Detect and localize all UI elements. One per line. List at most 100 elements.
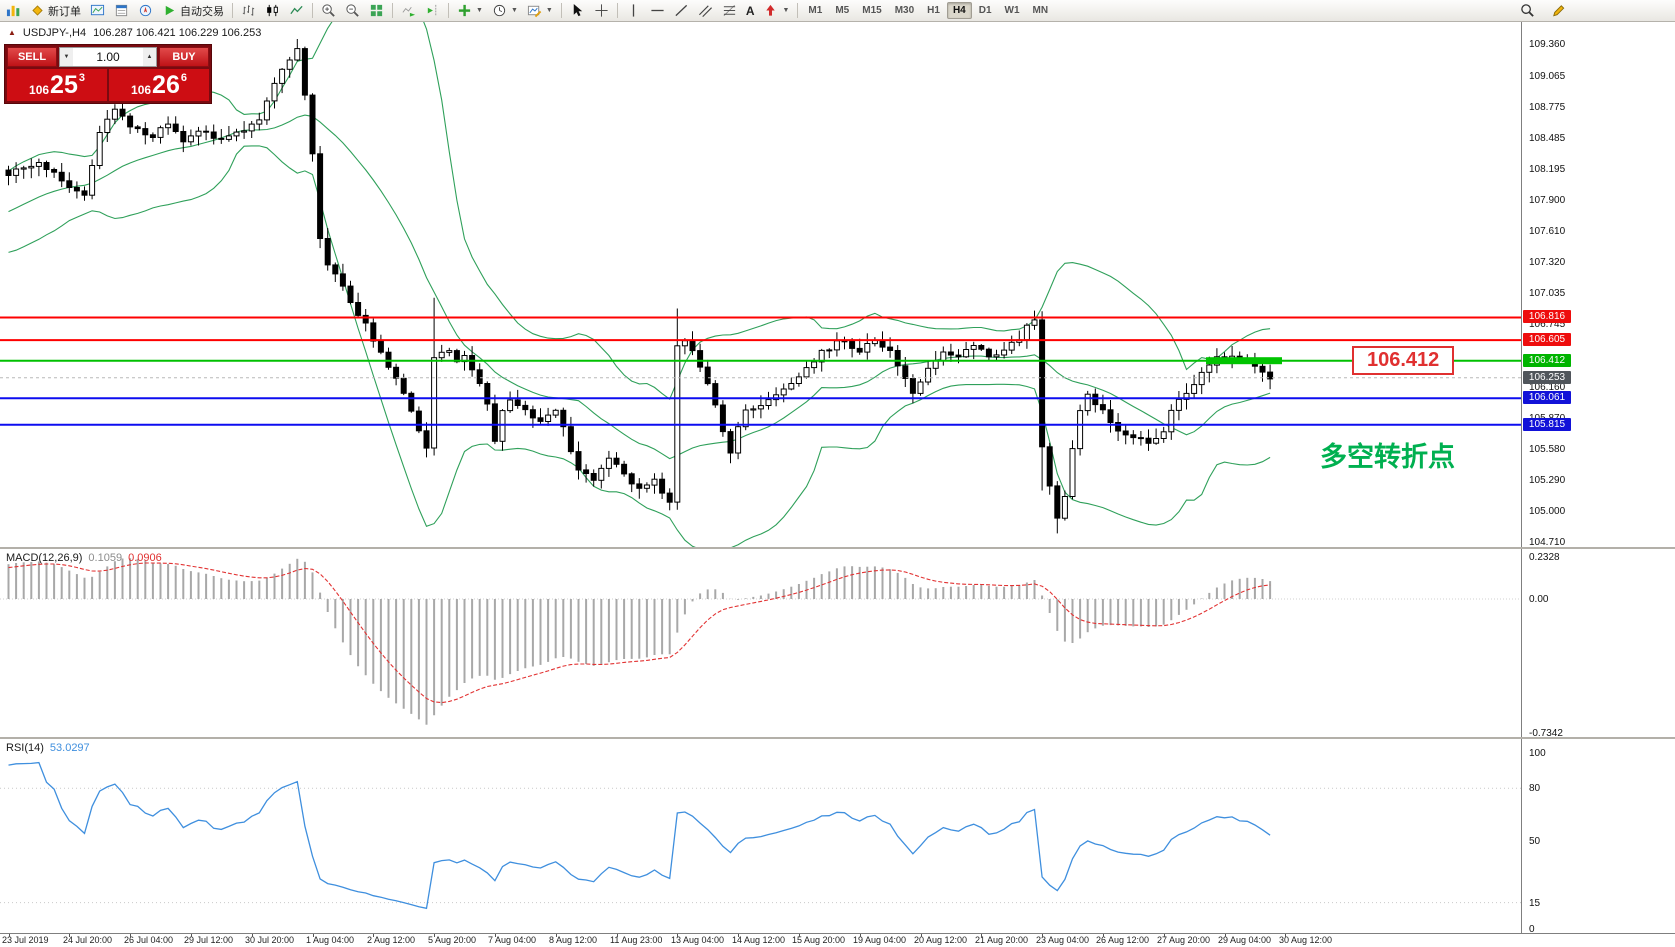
price-tag: 106.412: [1523, 354, 1571, 367]
price-tag: 106.605: [1523, 333, 1571, 346]
axis-scale-label: 80: [1529, 783, 1541, 794]
play-icon: [165, 5, 175, 16]
edit-button[interactable]: [1547, 1, 1570, 20]
axis-scale-label: 105.000: [1529, 506, 1566, 517]
horizontal-line-tool-button[interactable]: [646, 1, 669, 20]
axis-scale-label: 0.2328: [1529, 552, 1560, 563]
channel-tool-button[interactable]: [694, 1, 717, 20]
rsi-canvas[interactable]: [0, 739, 1521, 933]
tf-m1[interactable]: M1: [802, 2, 828, 19]
time-axis-label: 27 Aug 20:00: [1157, 935, 1211, 945]
tf-m15[interactable]: M15: [856, 2, 887, 19]
axis-scale-label: 107.035: [1529, 288, 1566, 299]
chart-shift-button[interactable]: [421, 1, 444, 20]
toolbar-separator: [797, 3, 799, 18]
axis-scale-label: 50: [1529, 836, 1541, 847]
text-tool-button[interactable]: A: [742, 1, 759, 20]
tile-windows-icon: [370, 4, 383, 17]
zoom-in-button[interactable]: [317, 1, 340, 20]
line-chart-button[interactable]: [285, 1, 308, 20]
tf-mn[interactable]: MN: [1027, 2, 1055, 19]
macd-canvas[interactable]: [0, 549, 1521, 737]
axis-scale-label: 108.485: [1529, 133, 1566, 144]
candlestick-chart-button[interactable]: [261, 1, 284, 20]
time-axis-tick: [252, 934, 253, 937]
time-axis-tick: [69, 934, 70, 937]
pencil-icon: [1553, 5, 1565, 17]
app-logo-icon: [2, 0, 25, 21]
price-tag: 106.816: [1523, 310, 1571, 323]
tf-m5[interactable]: M5: [829, 2, 855, 19]
arrows-tool-button[interactable]: ▼: [759, 1, 793, 20]
time-axis-tick: [1285, 934, 1286, 937]
sell-price-display: 106 25 3: [7, 69, 107, 101]
volume-input[interactable]: [73, 48, 143, 66]
time-axis-label: 26 Jul 04:00: [124, 935, 174, 945]
volume-decrease-button[interactable]: ▼: [60, 48, 73, 66]
bar-chart-button[interactable]: [237, 1, 260, 20]
chart-shift-icon: [427, 4, 437, 17]
templates-icon: [527, 5, 542, 18]
time-axis-label: 5 Aug 20:00: [428, 935, 477, 945]
turning-point-text[interactable]: 多空转折点: [1320, 442, 1455, 472]
tf-m30[interactable]: M30: [889, 2, 920, 19]
toolbar-separator: [312, 3, 313, 18]
time-axis-label: 21 Aug 20:00: [975, 935, 1029, 945]
zoom-out-button[interactable]: [341, 1, 364, 20]
sell-button[interactable]: SELL: [7, 47, 57, 67]
time-axis-tick: [1225, 934, 1226, 937]
chart-window-button[interactable]: [86, 1, 109, 20]
buy-button[interactable]: BUY: [159, 47, 209, 67]
chart-symbol: USDJPY-,H4: [22, 27, 87, 39]
candlestick-chart-icon: [267, 4, 278, 17]
fibonacci-tool-button[interactable]: [718, 1, 741, 20]
axis-scale-label: 108.195: [1529, 164, 1566, 175]
trendline-tool-button[interactable]: [670, 1, 693, 20]
data-window-button[interactable]: [110, 1, 133, 20]
axis-scale-label: 100: [1529, 748, 1546, 759]
auto-scroll-button[interactable]: [397, 1, 420, 20]
templates-button[interactable]: ▼: [523, 1, 557, 20]
macd-label: MACD(12,26,9) 0.1059 0.0906: [6, 552, 162, 564]
axis-scale-label: 108.775: [1529, 102, 1566, 113]
time-axis-tick: [738, 934, 739, 937]
price-axis[interactable]: 109.360 109.065 108.775 108.485 108.195 107.9…: [1521, 22, 1675, 935]
tf-d1[interactable]: D1: [973, 2, 998, 19]
axis-scale-label: 15: [1529, 898, 1541, 909]
navigator-button[interactable]: [134, 1, 157, 20]
price-callout[interactable]: 106.412: [1352, 346, 1455, 375]
axis-scale-label: 107.610: [1529, 226, 1566, 237]
vertical-line-tool-button[interactable]: [622, 1, 645, 20]
autotrading-button[interactable]: 自动交易: [158, 1, 228, 20]
chevron-down-icon: ▼: [545, 7, 553, 14]
cursor-button[interactable]: [566, 1, 589, 20]
tf-w1[interactable]: W1: [999, 2, 1026, 19]
toolbar-separator: [232, 3, 233, 18]
main-chart-canvas[interactable]: [0, 22, 1521, 547]
one-click-trading-panel: SELL ▼ ▲ BUY 106 25 3 106 26 6: [4, 44, 212, 104]
fibonacci-icon: [723, 5, 735, 16]
time-axis-label: 23 Aug 04:00: [1036, 935, 1090, 945]
toolbar-separator: [560, 3, 562, 18]
price-tag: 106.061: [1523, 391, 1571, 404]
tf-h1[interactable]: H1: [921, 2, 946, 19]
periods-button[interactable]: ▼: [488, 1, 522, 20]
time-axis-tick: [1042, 934, 1043, 937]
volume-increase-button[interactable]: ▲: [143, 48, 156, 66]
time-axis-tick: [373, 934, 374, 937]
tf-h4[interactable]: H4: [946, 2, 972, 19]
tile-windows-button[interactable]: [365, 1, 388, 20]
panel-separator[interactable]: [0, 737, 1675, 739]
time-axis[interactable]: 23 Jul 2019 24 Jul 20:00 26 Jul 04:00 29 Ju…: [0, 933, 1675, 947]
search-button[interactable]: [1516, 1, 1539, 20]
time-axis-tick: [799, 934, 800, 937]
price-chart-panel: ▲ USDJPY-,H4 106.287 106.421 106.229 106…: [0, 22, 1521, 547]
crosshair-button[interactable]: [590, 1, 613, 20]
new-order-button[interactable]: 新订单: [26, 1, 85, 20]
indicators-button[interactable]: ▼: [453, 1, 487, 20]
axis-scale-label: 106.745: [1529, 319, 1566, 330]
time-axis-label: 29 Jul 12:00: [184, 935, 234, 945]
channel-icon: [698, 5, 712, 17]
autotrading-label: 自动交易: [180, 5, 224, 18]
panel-separator[interactable]: [0, 547, 1675, 549]
